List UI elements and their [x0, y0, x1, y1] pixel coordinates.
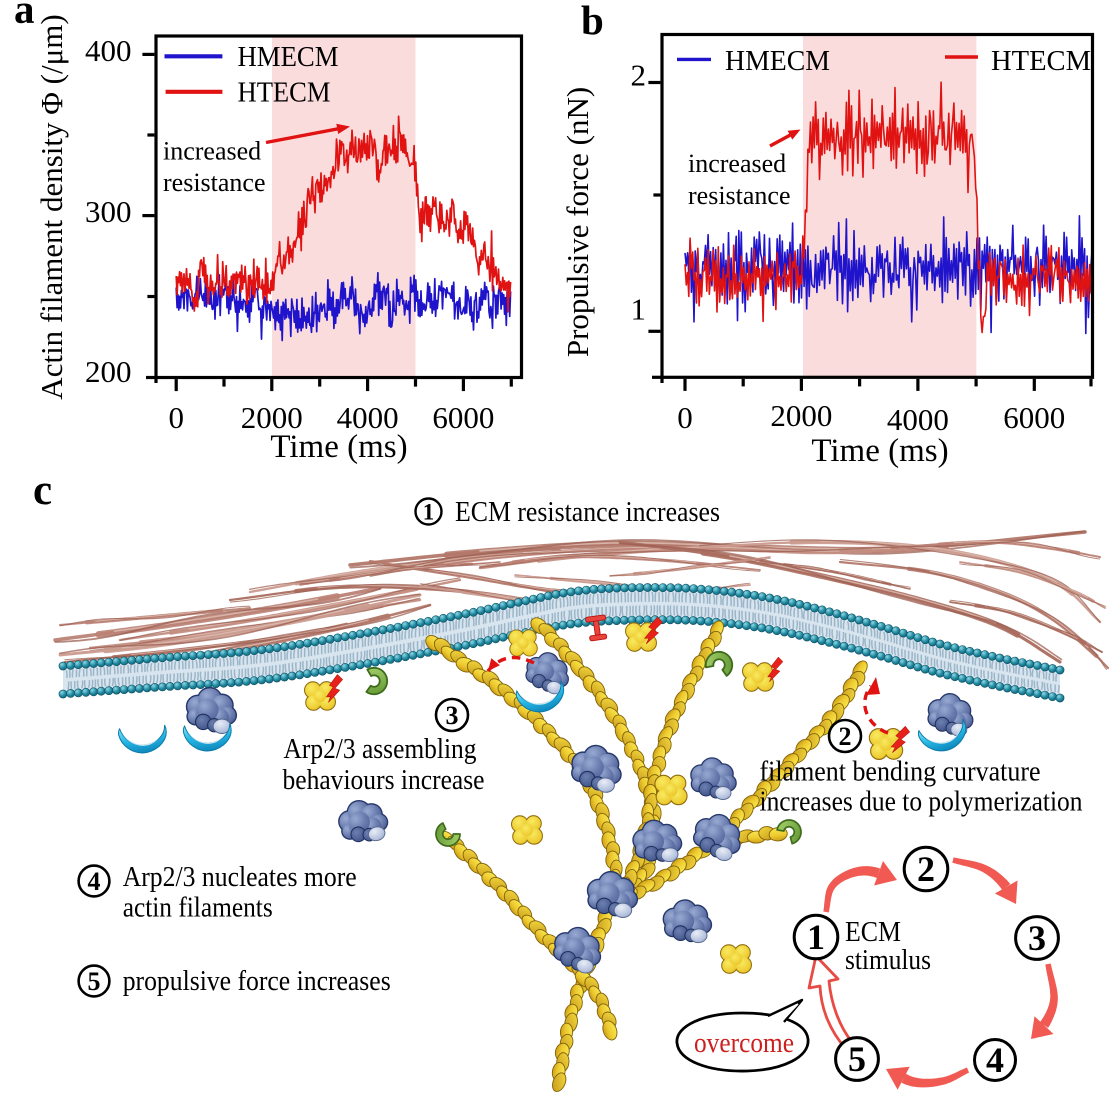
svg-text:4000: 4000: [337, 400, 399, 435]
svg-text:filament bending curvature: filament bending curvature: [760, 757, 1041, 788]
svg-text:6000: 6000: [1003, 400, 1065, 435]
svg-text:Arp2/3 assembling: Arp2/3 assembling: [284, 734, 477, 765]
svg-text:ECM: ECM: [845, 916, 901, 948]
svg-text:HMECM: HMECM: [725, 45, 830, 77]
svg-text:Actin filament density Φ (/μm): Actin filament density Φ (/μm): [34, 14, 69, 399]
svg-text:4000: 4000: [887, 402, 949, 437]
svg-text:Arp2/3 nucleates more: Arp2/3 nucleates more: [123, 862, 357, 893]
svg-text:actin filaments: actin filaments: [123, 893, 273, 924]
svg-text:b: b: [581, 0, 604, 43]
svg-text:HMECM: HMECM: [238, 41, 339, 73]
svg-text:increased: increased: [688, 149, 786, 178]
svg-text:Time (ms): Time (ms): [270, 429, 407, 465]
svg-text:5: 5: [88, 967, 101, 996]
svg-text:2: 2: [917, 849, 935, 889]
svg-text:1: 1: [631, 292, 647, 327]
svg-text:3: 3: [446, 701, 459, 730]
svg-text:2: 2: [631, 58, 647, 93]
svg-text:stimulus: stimulus: [845, 944, 931, 976]
svg-text:increases due to polymerizatio: increases due to polymerization: [760, 787, 1083, 818]
svg-text:2: 2: [839, 722, 852, 751]
svg-text:HTECM: HTECM: [991, 45, 1091, 77]
svg-text:6000: 6000: [432, 400, 494, 435]
svg-text:c: c: [33, 467, 52, 514]
svg-text:0: 0: [168, 400, 184, 435]
svg-text:4: 4: [986, 1040, 1004, 1080]
svg-text:Time (ms): Time (ms): [811, 433, 948, 469]
svg-text:2000: 2000: [770, 398, 832, 433]
svg-text:4: 4: [88, 867, 101, 896]
svg-text:200: 200: [85, 354, 132, 389]
svg-text:5: 5: [848, 1039, 866, 1079]
svg-text:Propulsive force (nN): Propulsive force (nN): [560, 87, 595, 357]
svg-text:resistance: resistance: [163, 168, 266, 197]
svg-text:3: 3: [1028, 918, 1046, 958]
svg-text:1: 1: [807, 917, 825, 957]
svg-text:2000: 2000: [241, 400, 303, 435]
svg-text:HTECM: HTECM: [238, 77, 331, 109]
svg-text:a: a: [14, 0, 35, 32]
svg-text:behaviours increase: behaviours increase: [283, 765, 485, 796]
svg-text:resistance: resistance: [688, 181, 791, 210]
svg-text:400: 400: [85, 33, 132, 68]
svg-text:0: 0: [677, 400, 693, 435]
svg-text:increased: increased: [163, 136, 261, 165]
svg-text:propulsive force increases: propulsive force increases: [123, 966, 391, 997]
svg-text:overcome: overcome: [694, 1028, 794, 1059]
svg-text:1: 1: [423, 499, 435, 524]
svg-text:300: 300: [85, 194, 132, 229]
svg-text:ECM resistance increases: ECM resistance increases: [455, 496, 720, 528]
